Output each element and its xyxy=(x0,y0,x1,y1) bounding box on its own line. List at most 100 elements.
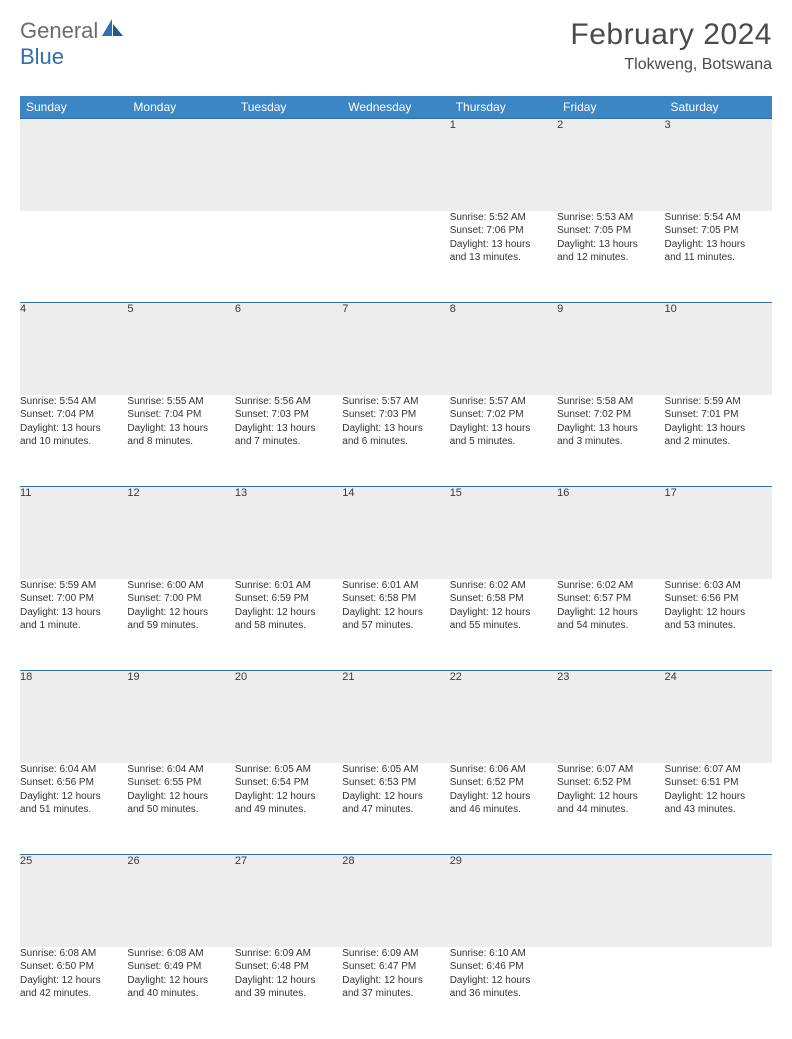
day-detail-row: Sunrise: 5:52 AMSunset: 7:06 PMDaylight:… xyxy=(20,211,772,303)
sunrise-text: Sunrise: 6:07 AM xyxy=(557,763,664,777)
day-number-cell: 17 xyxy=(665,487,772,579)
daylight-text: and 50 minutes. xyxy=(127,803,234,817)
day-number-cell: 4 xyxy=(20,303,127,395)
daylight-text: Daylight: 13 hours xyxy=(557,238,664,252)
logo-text-blue: Blue xyxy=(20,44,64,69)
day-detail-cell: Sunrise: 6:02 AMSunset: 6:57 PMDaylight:… xyxy=(557,579,664,671)
sunrise-text: Sunrise: 6:02 AM xyxy=(450,579,557,593)
day-header-row: Sunday Monday Tuesday Wednesday Thursday… xyxy=(20,96,772,119)
day-number-cell: 3 xyxy=(665,119,772,211)
sunset-text: Sunset: 6:58 PM xyxy=(342,592,449,606)
sunset-text: Sunset: 6:59 PM xyxy=(235,592,342,606)
day-number-cell xyxy=(235,119,342,211)
day-number-cell: 7 xyxy=(342,303,449,395)
sunrise-text: Sunrise: 5:52 AM xyxy=(450,211,557,225)
sunset-text: Sunset: 7:03 PM xyxy=(342,408,449,422)
day-number-cell: 24 xyxy=(665,671,772,763)
sunrise-text: Sunrise: 6:08 AM xyxy=(127,947,234,961)
sunrise-text: Sunrise: 6:08 AM xyxy=(20,947,127,961)
day-header: Monday xyxy=(127,96,234,119)
day-number-cell: 26 xyxy=(127,855,234,947)
day-number-cell xyxy=(127,119,234,211)
sunrise-text: Sunrise: 5:57 AM xyxy=(450,395,557,409)
day-detail-cell: Sunrise: 6:07 AMSunset: 6:51 PMDaylight:… xyxy=(665,763,772,855)
logo: General xyxy=(20,18,124,44)
day-detail-cell: Sunrise: 5:55 AMSunset: 7:04 PMDaylight:… xyxy=(127,395,234,487)
day-detail-row: Sunrise: 5:54 AMSunset: 7:04 PMDaylight:… xyxy=(20,395,772,487)
day-number-cell: 1 xyxy=(450,119,557,211)
daylight-text: Daylight: 12 hours xyxy=(342,606,449,620)
day-detail-cell: Sunrise: 5:58 AMSunset: 7:02 PMDaylight:… xyxy=(557,395,664,487)
day-number-row: 18192021222324 xyxy=(20,671,772,763)
sunset-text: Sunset: 6:56 PM xyxy=(20,776,127,790)
day-detail-cell xyxy=(127,211,234,303)
day-number-cell: 9 xyxy=(557,303,664,395)
day-number-row: 45678910 xyxy=(20,303,772,395)
sunrise-text: Sunrise: 6:01 AM xyxy=(235,579,342,593)
daylight-text: Daylight: 12 hours xyxy=(20,974,127,988)
sunset-text: Sunset: 7:00 PM xyxy=(20,592,127,606)
daylight-text: and 12 minutes. xyxy=(557,251,664,265)
day-number-cell: 10 xyxy=(665,303,772,395)
sunset-text: Sunset: 7:04 PM xyxy=(127,408,234,422)
day-detail-cell: Sunrise: 5:53 AMSunset: 7:05 PMDaylight:… xyxy=(557,211,664,303)
daylight-text: Daylight: 13 hours xyxy=(450,238,557,252)
sunset-text: Sunset: 6:52 PM xyxy=(450,776,557,790)
day-detail-cell: Sunrise: 6:01 AMSunset: 6:58 PMDaylight:… xyxy=(342,579,449,671)
day-detail-row: Sunrise: 5:59 AMSunset: 7:00 PM Daylight:… xyxy=(20,579,772,671)
daylight-text: Daylight: 12 hours xyxy=(342,790,449,804)
day-number-cell xyxy=(342,119,449,211)
title-block: February 2024 Tlokweng, Botswana xyxy=(570,18,772,74)
daylight-text: and 47 minutes. xyxy=(342,803,449,817)
daylight-text: and 59 minutes. xyxy=(127,619,234,633)
day-number-cell: 8 xyxy=(450,303,557,395)
day-detail-row: Sunrise: 6:04 AMSunset: 6:56 PMDaylight:… xyxy=(20,763,772,855)
day-number-cell: 6 xyxy=(235,303,342,395)
daylight-text: and 55 minutes. xyxy=(450,619,557,633)
daylight-text: and 54 minutes. xyxy=(557,619,664,633)
daylight-text: Daylight: 13 hours xyxy=(342,422,449,436)
day-number-row: 2526272829 xyxy=(20,855,772,947)
day-number-cell: 20 xyxy=(235,671,342,763)
daylight-text: Daylight: 13 hours xyxy=(665,238,772,252)
daylight-text: and 6 minutes. xyxy=(342,435,449,449)
daylight-text: and 5 minutes. xyxy=(450,435,557,449)
day-detail-cell: Sunrise: 5:57 AMSunset: 7:02 PMDaylight:… xyxy=(450,395,557,487)
sunset-text: Sunset: 6:50 PM xyxy=(20,960,127,974)
sunrise-text: Sunrise: 5:57 AM xyxy=(342,395,449,409)
sunrise-text: Sunrise: 5:59 AM xyxy=(20,579,127,593)
sunrise-text: Sunrise: 6:03 AM xyxy=(665,579,772,593)
sunset-text: Sunset: 6:48 PM xyxy=(235,960,342,974)
day-number-cell: 29 xyxy=(450,855,557,947)
day-detail-cell: Sunrise: 6:05 AMSunset: 6:53 PMDaylight:… xyxy=(342,763,449,855)
day-number-row: 123 xyxy=(20,119,772,211)
daylight-text: and 40 minutes. xyxy=(127,987,234,1001)
day-detail-cell xyxy=(557,947,664,1039)
sunset-text: Sunset: 7:05 PM xyxy=(557,224,664,238)
sunrise-text: Sunrise: 5:54 AM xyxy=(20,395,127,409)
day-detail-cell: Sunrise: 6:04 AMSunset: 6:55 PMDaylight:… xyxy=(127,763,234,855)
day-detail-cell: Sunrise: 6:06 AMSunset: 6:52 PMDaylight:… xyxy=(450,763,557,855)
daylight-text: and 1 minute. xyxy=(20,619,127,633)
sunrise-text: Sunrise: 6:02 AM xyxy=(557,579,664,593)
day-number-cell: 19 xyxy=(127,671,234,763)
month-title: February 2024 xyxy=(570,18,772,52)
sail-icon xyxy=(102,19,124,37)
daylight-text: Daylight: 12 hours xyxy=(127,790,234,804)
sunrise-text: Sunrise: 6:00 AM xyxy=(127,579,234,593)
daylight-text: and 7 minutes. xyxy=(235,435,342,449)
daylight-text: and 39 minutes. xyxy=(235,987,342,1001)
day-number-cell: 28 xyxy=(342,855,449,947)
day-number-cell: 2 xyxy=(557,119,664,211)
sunset-text: Sunset: 6:46 PM xyxy=(450,960,557,974)
daylight-text: and 44 minutes. xyxy=(557,803,664,817)
day-number-cell: 23 xyxy=(557,671,664,763)
daylight-text: and 8 minutes. xyxy=(127,435,234,449)
daylight-text: and 37 minutes. xyxy=(342,987,449,1001)
sunrise-text: Sunrise: 6:06 AM xyxy=(450,763,557,777)
daylight-text: and 13 minutes. xyxy=(450,251,557,265)
header: General February 2024 Tlokweng, Botswana xyxy=(20,18,772,74)
daylight-text: Daylight: 13 hours xyxy=(20,422,127,436)
day-number-cell xyxy=(557,855,664,947)
day-detail-cell: Sunrise: 6:10 AMSunset: 6:46 PMDaylight:… xyxy=(450,947,557,1039)
